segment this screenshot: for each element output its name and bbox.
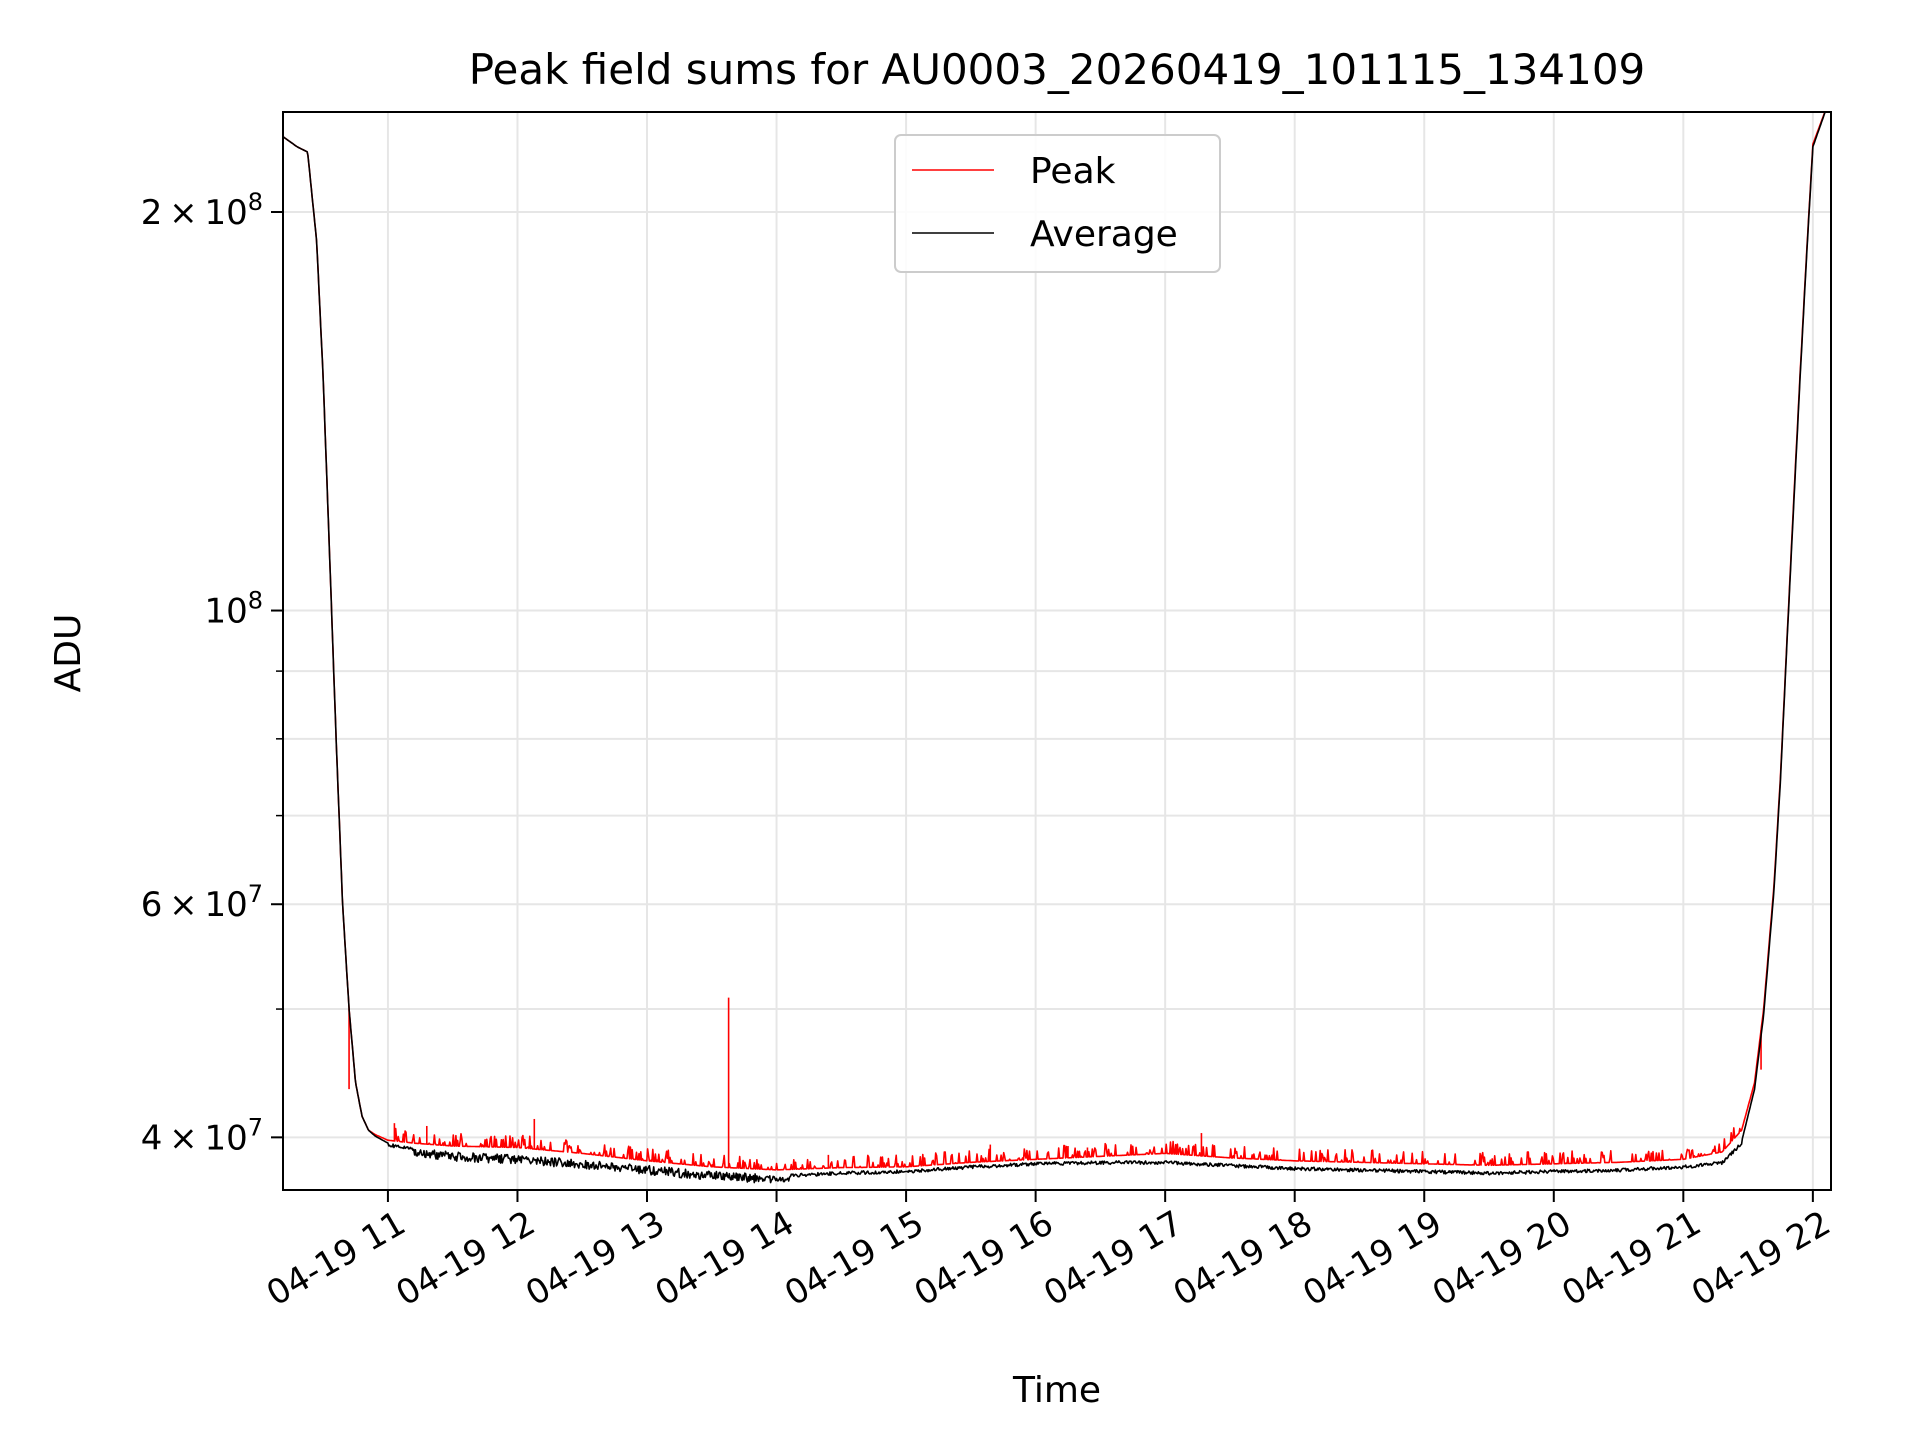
legend: Peak Average [894, 134, 1221, 273]
grid [283, 112, 1831, 1190]
x-axis-label: Time [1012, 1370, 1101, 1411]
axes-frame [282, 111, 1832, 1191]
plot-area [283, 112, 1826, 1184]
y-axis: 4 × 107 6 × 107 108 2 × 108 [141, 188, 283, 1158]
legend-label-average: Average [1030, 214, 1178, 255]
y-tick-label: 6 × 107 [141, 880, 263, 925]
y-axis-label: ADU [48, 614, 89, 693]
chart-title: Peak field sums for AU0003_20260419_1011… [469, 45, 1646, 94]
y-tick-label: 2 × 108 [141, 188, 263, 233]
y-tick-label: 4 × 107 [141, 1113, 263, 1158]
y-tick-label: 108 [204, 587, 263, 632]
series-line-average [283, 112, 1826, 1184]
legend-label-peak: Peak [1030, 151, 1116, 192]
series-line-peak [283, 112, 1826, 1171]
